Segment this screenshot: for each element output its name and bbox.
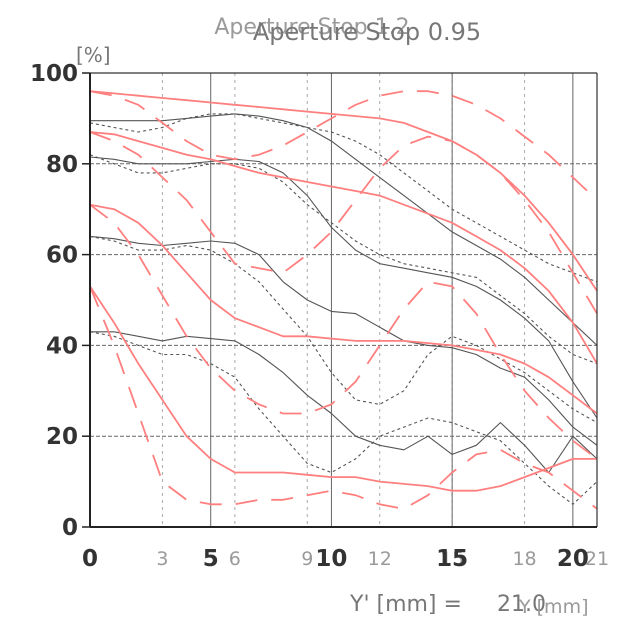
x-axis-label-prefix: Y' [mm] = <box>349 592 462 617</box>
y-axis-label: [%] <box>76 43 111 67</box>
x-tick-label-minor: 6 <box>229 548 241 570</box>
series-line-primary-dashed-5 <box>89 235 598 424</box>
x-tick-label-major: 20 <box>557 546 589 572</box>
x-tick-label-major: 15 <box>436 546 468 572</box>
y-tick-label: 100 <box>30 61 78 87</box>
y-tick-label: 40 <box>46 333 78 359</box>
x-tick-label-major: 0 <box>82 546 98 572</box>
series-line-primary-solid-2 <box>89 156 598 419</box>
x-tick-label-minor: 15 <box>440 548 464 570</box>
series-line-secondary-dashed-11 <box>89 131 598 315</box>
x-tick-label-major: 10 <box>315 546 347 572</box>
y-tick-label: 20 <box>46 424 78 450</box>
y-tick-label: 0 <box>62 515 78 541</box>
series-line-secondary-solid-10 <box>89 131 598 365</box>
series-line-secondary-solid-14 <box>89 285 597 492</box>
series-line-primary-solid-6 <box>90 331 598 474</box>
series-line-secondary-dashed-9 <box>89 90 598 201</box>
series-line-primary-dashed-3 <box>89 154 598 365</box>
x-tick-label-minor: 9 <box>301 548 313 570</box>
axes <box>82 72 598 528</box>
x-tick-label-major: 5 <box>203 546 219 572</box>
series-line-primary-dashed-1 <box>89 113 598 283</box>
series-line-primary-solid-0 <box>90 113 598 346</box>
series-layer <box>89 90 598 510</box>
y-tick-label: 80 <box>46 152 78 178</box>
x-axis-label-value: 21.0 <box>497 592 546 617</box>
series-line-secondary-dashed-15 <box>89 286 598 510</box>
series-line-secondary-solid-8 <box>89 90 598 292</box>
series-line-secondary-dashed-13 <box>89 203 598 460</box>
series-line-primary-solid-4 <box>89 235 598 446</box>
series-line-secondary-solid-12 <box>89 203 598 415</box>
x-tick-label-minor: 12 <box>368 548 392 570</box>
chart-title-overlay: Aperture Stop 1.2 <box>214 15 409 40</box>
x-tick-label-minor: 3 <box>156 548 168 570</box>
y-tick-label: 60 <box>46 243 78 269</box>
x-axis-unit-overlay: Y [mm] <box>518 596 589 618</box>
series-line-primary-dashed-7 <box>89 331 598 505</box>
chart-title: Aperture Stop 0.95 <box>253 18 481 46</box>
x-tick-label-minor: 21 <box>585 548 609 570</box>
x-tick-label-minor: 18 <box>512 548 536 570</box>
